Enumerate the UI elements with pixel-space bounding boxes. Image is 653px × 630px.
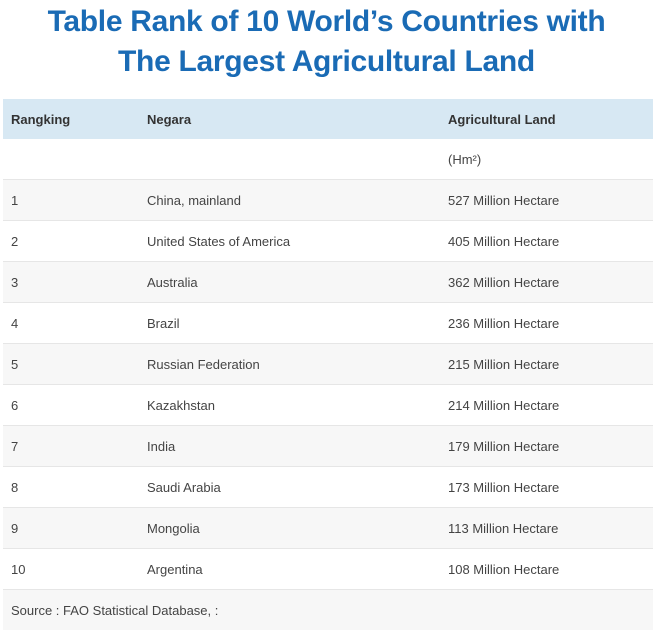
header-agricultural-land: Agricultural Land <box>440 99 653 139</box>
table-row: 10 Argentina 108 Million Hectare <box>3 549 653 590</box>
table-row: 6 Kazakhstan 214 Million Hectare <box>3 385 653 426</box>
table-row: 2 United States of America 405 Million H… <box>3 221 653 262</box>
header-country: Negara <box>139 99 440 139</box>
unit-empty-2 <box>139 139 440 180</box>
rank-cell: 1 <box>3 180 139 221</box>
land-cell: 214 Million Hectare <box>440 385 653 426</box>
table-row: 4 Brazil 236 Million Hectare <box>3 303 653 344</box>
land-cell: 113 Million Hectare <box>440 508 653 549</box>
page-title: Table Rank of 10 World’s Countries with … <box>0 0 653 86</box>
land-cell: 215 Million Hectare <box>440 344 653 385</box>
country-cell: Brazil <box>139 303 440 344</box>
country-cell: Russian Federation <box>139 344 440 385</box>
country-cell: Mongolia <box>139 508 440 549</box>
title-line-1: Table Rank of 10 World’s Countries with <box>0 2 653 42</box>
table-row: 8 Saudi Arabia 173 Million Hectare <box>3 467 653 508</box>
country-cell: India <box>139 426 440 467</box>
rank-cell: 7 <box>3 426 139 467</box>
country-cell: Argentina <box>139 549 440 590</box>
table-row: 1 China, mainland 527 Million Hectare <box>3 180 653 221</box>
title-line-2: The Largest Agricultural Land <box>0 42 653 82</box>
unit-row: (Hm²) <box>3 139 653 180</box>
country-cell: Saudi Arabia <box>139 467 440 508</box>
header-rank: Rangking <box>3 99 139 139</box>
rank-cell: 8 <box>3 467 139 508</box>
rank-cell: 4 <box>3 303 139 344</box>
rank-cell: 10 <box>3 549 139 590</box>
land-cell: 179 Million Hectare <box>440 426 653 467</box>
rank-cell: 6 <box>3 385 139 426</box>
land-cell: 362 Million Hectare <box>440 262 653 303</box>
ranking-table: Rangking Negara Agricultural Land (Hm²) … <box>3 99 653 630</box>
table-row: 7 India 179 Million Hectare <box>3 426 653 467</box>
unit-cell: (Hm²) <box>440 139 653 180</box>
land-cell: 527 Million Hectare <box>440 180 653 221</box>
land-cell: 236 Million Hectare <box>440 303 653 344</box>
unit-empty-1 <box>3 139 139 180</box>
rank-cell: 2 <box>3 221 139 262</box>
country-cell: Australia <box>139 262 440 303</box>
land-cell: 173 Million Hectare <box>440 467 653 508</box>
source-note: Source : FAO Statistical Database, : <box>3 590 653 630</box>
country-cell: United States of America <box>139 221 440 262</box>
country-cell: China, mainland <box>139 180 440 221</box>
rank-cell: 5 <box>3 344 139 385</box>
land-cell: 108 Million Hectare <box>440 549 653 590</box>
land-cell: 405 Million Hectare <box>440 221 653 262</box>
table-row: 9 Mongolia 113 Million Hectare <box>3 508 653 549</box>
source-row: Source : FAO Statistical Database, : <box>3 590 653 630</box>
rank-cell: 3 <box>3 262 139 303</box>
table-row: 3 Australia 362 Million Hectare <box>3 262 653 303</box>
table-row: 5 Russian Federation 215 Million Hectare <box>3 344 653 385</box>
table-header-row: Rangking Negara Agricultural Land <box>3 99 653 139</box>
rank-cell: 9 <box>3 508 139 549</box>
country-cell: Kazakhstan <box>139 385 440 426</box>
